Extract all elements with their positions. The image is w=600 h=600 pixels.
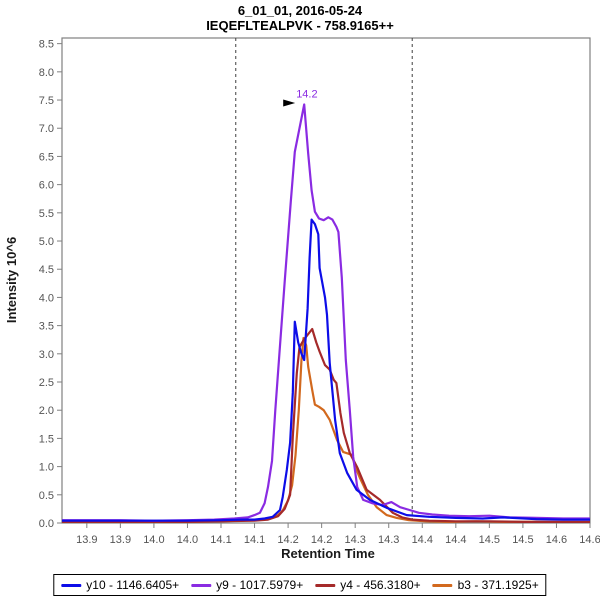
plot-frame — [61, 37, 591, 524]
x-tick-label: 13.9 — [76, 534, 97, 546]
legend-item-b3: b3 - 371.1925+ — [432, 578, 539, 592]
y-tick-label: 0.5 — [39, 490, 54, 502]
y-tick-label: 7.5 — [39, 95, 54, 107]
legend-label: y10 - 1146.6405+ — [86, 578, 180, 592]
x-tick-label: 14.4 — [445, 534, 466, 546]
y-axis-label: Intensity 10^6 — [4, 237, 19, 323]
y-tick-label: 3.0 — [39, 349, 54, 361]
x-tick-label: 14.2 — [311, 534, 332, 546]
legend-line-swatch — [191, 583, 212, 587]
chart-titles: 6_01_01, 2016-05-24 IEQEFLTEALPVK - 758.… — [0, 3, 600, 33]
chromatogram-trace-y9[interactable] — [62, 103, 590, 522]
y-tick-label: 4.0 — [39, 292, 54, 304]
x-tick-label: 14.4 — [412, 534, 433, 546]
y-tick-label: 1.5 — [39, 433, 54, 445]
x-tick-label: 14.1 — [210, 534, 231, 546]
x-tick-label: 14.0 — [177, 534, 198, 546]
chromatogram-trace-y10[interactable] — [62, 218, 590, 522]
legend-item-y10: y10 - 1146.6405+ — [61, 578, 179, 592]
y-tick-label: 8.5 — [39, 39, 54, 51]
x-tick-label: 14.1 — [244, 534, 265, 546]
y-tick-label: 2.0 — [39, 405, 54, 417]
x-axis-label: Retention Time — [281, 546, 375, 561]
x-tick-label: 14.2 — [277, 534, 298, 546]
x-tick-label: 14.6 — [579, 534, 600, 546]
x-tick-label: 14.5 — [512, 534, 533, 546]
x-tick-label: 14.6 — [546, 534, 567, 546]
legend-line-swatch — [61, 583, 82, 587]
legend: y10 - 1146.6405+ y9 - 1017.5979+ y4 - 456.… — [53, 574, 547, 596]
y-tick-label: 1.0 — [39, 462, 54, 474]
y-tick-label: 3.5 — [39, 321, 54, 333]
legend-line-swatch — [432, 583, 453, 587]
legend-label: y4 - 456.3180+ — [340, 578, 421, 592]
x-tick-label: 14.0 — [143, 534, 164, 546]
y-tick-label: 7.0 — [39, 123, 54, 135]
chart-title-replicate: 6_01_01, 2016-05-24 — [237, 3, 363, 18]
y-tick-label: 2.5 — [39, 377, 54, 389]
x-tick-label: 14.3 — [344, 534, 365, 546]
legend-line-swatch — [315, 583, 336, 587]
y-tick-label: 6.0 — [39, 180, 54, 192]
legend-item-y9: y9 - 1017.5979+ — [191, 578, 303, 592]
x-tick-label: 13.9 — [110, 534, 131, 546]
y-tick-label: 8.0 — [39, 67, 54, 79]
y-tick-label: 5.0 — [39, 236, 54, 248]
peak-rt-annotation[interactable]: 14.2 — [296, 89, 317, 101]
y-tick-label: 4.5 — [39, 264, 54, 276]
x-tick-label: 14.3 — [378, 534, 399, 546]
chromatogram-trace-y4[interactable] — [62, 327, 590, 523]
y-tick-label: 5.5 — [39, 208, 54, 220]
y-tick-label: 6.5 — [39, 151, 54, 163]
legend-label: b3 - 371.1925+ — [457, 578, 539, 592]
retention-time-arrow-icon — [283, 99, 296, 107]
x-tick-label: 14.5 — [479, 534, 500, 546]
chart-title-peptide: IEQEFLTEALPVK - 758.9165++ — [206, 18, 394, 33]
y-tick-label: 0.0 — [39, 518, 54, 530]
legend-item-y4: y4 - 456.3180+ — [315, 578, 421, 592]
legend-label: y9 - 1017.5979+ — [216, 578, 304, 592]
